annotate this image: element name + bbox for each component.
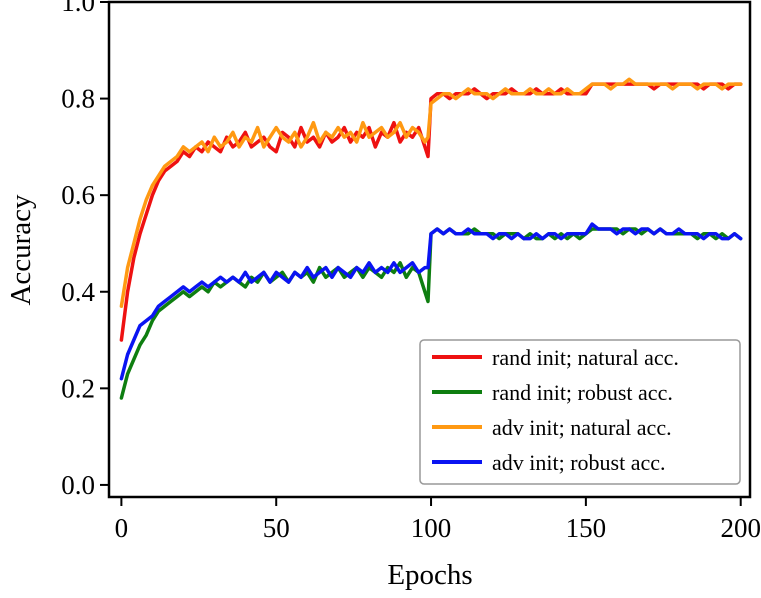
y-axis-title: Accuracy bbox=[5, 194, 37, 306]
x-tick-label: 0 bbox=[115, 513, 129, 543]
y-tick-label: 0.8 bbox=[61, 84, 95, 114]
legend-label-2: rand init; robust acc. bbox=[492, 380, 673, 405]
legend-label-4: adv init; robust acc. bbox=[492, 450, 666, 475]
legend-entries: rand init; natural acc. rand init; robust… bbox=[432, 345, 679, 475]
series-layer bbox=[119, 77, 743, 400]
y-tick-label: 0.2 bbox=[61, 373, 95, 403]
x-tick-label: 150 bbox=[566, 513, 607, 543]
legend-box bbox=[419, 339, 741, 485]
x-axis-ticks: 0 50 100 150 200 bbox=[115, 497, 761, 543]
plot-frame bbox=[107, 0, 752, 499]
legend-label-1: rand init; natural acc. bbox=[492, 345, 679, 370]
y-tick-label: 0.4 bbox=[61, 277, 95, 307]
x-axis-title: Epochs bbox=[387, 559, 472, 591]
y-tick-label: 1.0 bbox=[61, 0, 95, 17]
y-tick-label: 0.6 bbox=[61, 180, 95, 210]
x-tick-label: 200 bbox=[720, 513, 761, 543]
x-tick-label: 50 bbox=[263, 513, 290, 543]
y-axis-ticks: 0.0 0.2 0.4 0.6 0.8 1.0 bbox=[61, 0, 109, 500]
series-line-4 bbox=[119, 222, 743, 381]
legend: rand init; natural acc. rand init; robust… bbox=[419, 339, 741, 485]
y-tick-label: 0.0 bbox=[61, 470, 95, 500]
x-tick-label: 100 bbox=[411, 513, 452, 543]
series-line-3 bbox=[119, 77, 743, 308]
legend-label-3: adv init; natural acc. bbox=[492, 415, 672, 440]
